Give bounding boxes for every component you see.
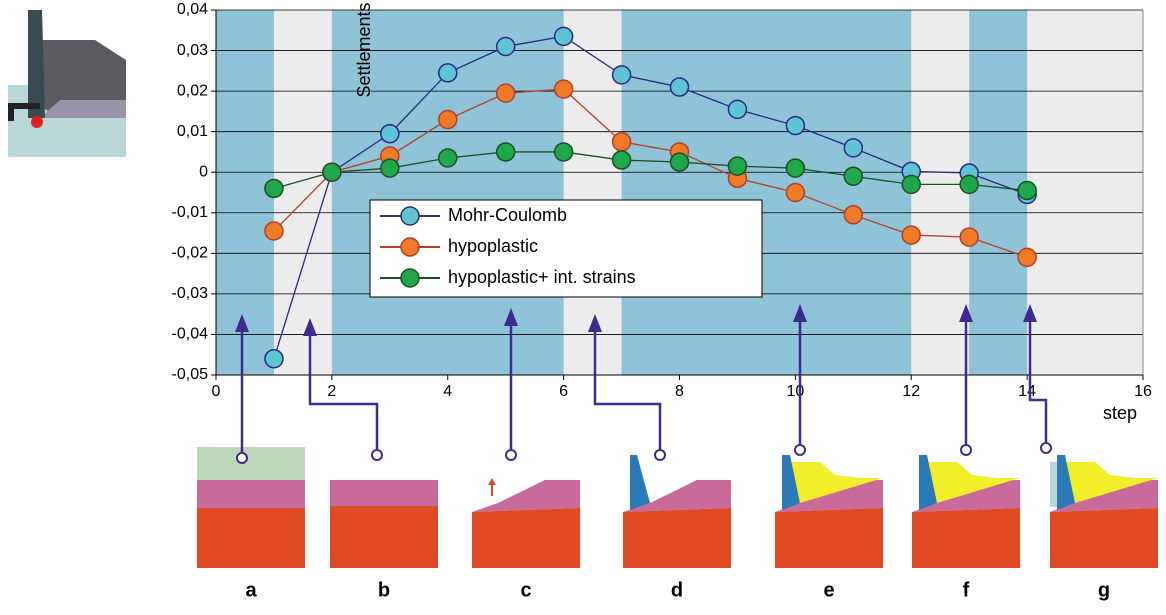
data-point (844, 167, 862, 185)
panel-label: g (1098, 579, 1110, 601)
data-point (960, 228, 978, 246)
x-tick-label: 2 (327, 383, 336, 400)
data-point (671, 78, 689, 96)
data-point (497, 84, 515, 102)
data-point (1018, 181, 1036, 199)
y-tick-label: -0,05 (172, 366, 209, 383)
arrow-origin (1041, 443, 1051, 453)
y-tick-label: 0,04 (177, 1, 208, 18)
x-axis-label: step (1103, 403, 1137, 423)
x-tick-label: 8 (675, 383, 684, 400)
arrow-origin (372, 450, 382, 460)
data-point (265, 222, 283, 240)
figure: -0,05 -0,04 -0,03 -0,02 -0,01 0 0,01 0,02 0,03 0,… (0, 0, 1166, 610)
data-point (497, 143, 515, 161)
data-point (555, 143, 573, 161)
data-point (728, 100, 746, 118)
panel-g (1050, 455, 1158, 568)
data-point (265, 179, 283, 197)
y-axis-label: Settlements [m] (354, 0, 374, 98)
data-point (439, 149, 457, 167)
data-point (555, 80, 573, 98)
arrow-origin (961, 445, 971, 455)
panel-label: e (823, 579, 834, 601)
data-point (1018, 248, 1036, 266)
x-tick-label: 6 (559, 383, 568, 400)
plot-area: -0,05 -0,04 -0,03 -0,02 -0,01 0 0,01 0,02 0,03 0,… (172, 1, 1152, 400)
data-point (381, 125, 399, 143)
data-point (439, 64, 457, 82)
legend-marker (401, 238, 419, 256)
legend-marker (401, 207, 419, 225)
arrow-origin (506, 450, 516, 460)
legend-marker (401, 269, 419, 287)
data-point (786, 159, 804, 177)
data-point (323, 163, 341, 181)
data-point (497, 38, 515, 56)
panel-label: a (245, 579, 257, 601)
data-point (728, 157, 746, 175)
data-point (439, 111, 457, 129)
y-tick-label: 0,03 (177, 42, 208, 59)
y-tick-label: 0 (199, 163, 208, 180)
y-tick-label: 0,01 (177, 123, 208, 140)
panel-d (623, 455, 731, 568)
panel-e (775, 455, 883, 568)
panel-f (912, 455, 1020, 568)
data-point (613, 66, 631, 84)
data-point (786, 184, 804, 202)
data-point (613, 151, 631, 169)
data-point (844, 139, 862, 157)
panel-label: c (520, 579, 531, 601)
arrow-origin (237, 453, 247, 463)
stage-band (622, 10, 912, 375)
data-point (902, 175, 920, 193)
y-tick-label: -0,01 (172, 204, 209, 221)
data-point (844, 206, 862, 224)
data-point (381, 159, 399, 177)
data-point (902, 226, 920, 244)
y-tick-label: -0,04 (172, 326, 209, 343)
panel-label: f (963, 579, 970, 601)
legend-label: hypoplastic (448, 236, 538, 256)
y-tick-label: -0,02 (172, 245, 209, 262)
x-tick-label: 12 (902, 383, 920, 400)
site-sketch (8, 10, 126, 157)
arrow-origin (795, 445, 805, 455)
legend-label: hypoplastic+ int. strains (448, 267, 636, 287)
data-point (555, 27, 573, 45)
data-point (786, 117, 804, 135)
arrow-origin (655, 450, 665, 460)
panel-label: d (671, 579, 683, 601)
x-tick-label: 0 (212, 383, 221, 400)
x-tick-label: 14 (1018, 383, 1036, 400)
data-point (613, 133, 631, 151)
x-tick-label: 16 (1134, 383, 1152, 400)
x-tick-label: 4 (443, 383, 452, 400)
data-point (671, 153, 689, 171)
panel-label: b (378, 579, 390, 601)
x-tick-label: 10 (786, 383, 804, 400)
legend-label: Mohr-Coulomb (448, 205, 567, 225)
data-point (265, 350, 283, 368)
y-tick-label: -0,03 (172, 285, 209, 302)
legend: Mohr-Coulomb hypoplastic hypoplastic+ int.… (370, 200, 762, 297)
y-tick-label: 0,02 (177, 82, 208, 99)
data-point (960, 175, 978, 193)
stage-panels (197, 447, 1158, 568)
